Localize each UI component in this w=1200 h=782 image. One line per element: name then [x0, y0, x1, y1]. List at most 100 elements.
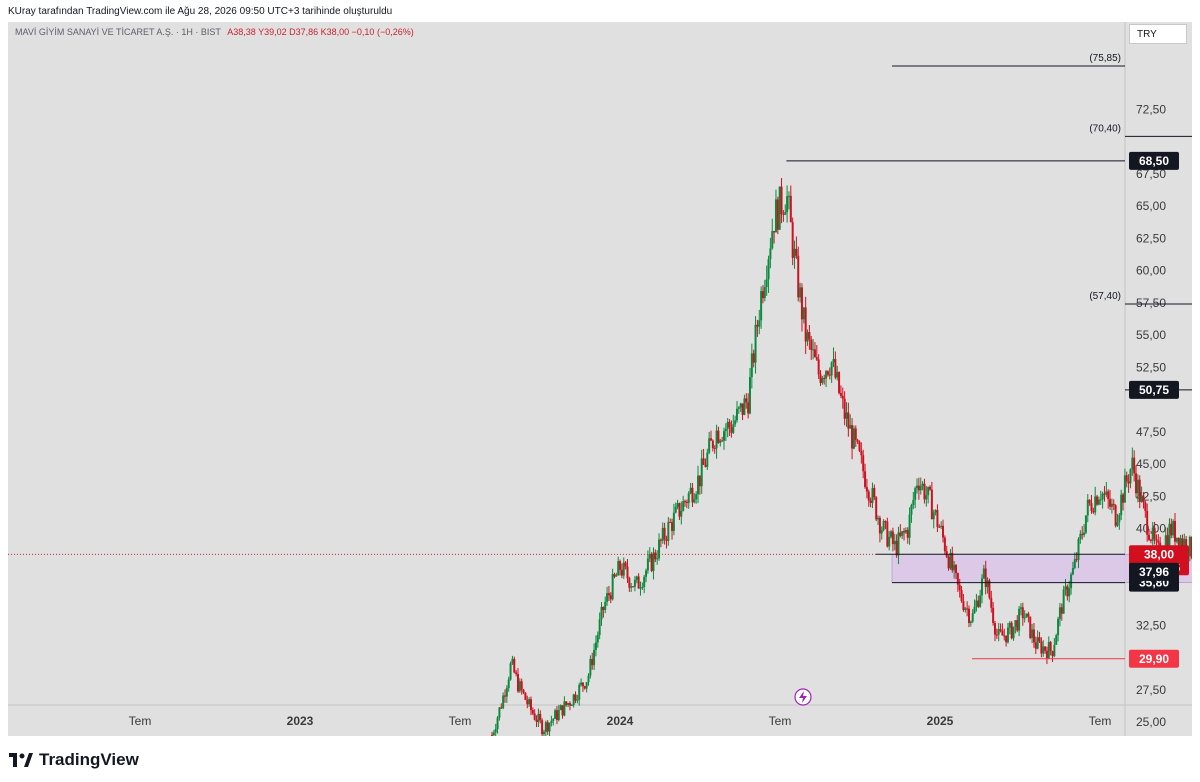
level-label: (75,85): [1089, 53, 1121, 64]
candle-body: [873, 487, 876, 498]
candle-body: [914, 488, 917, 500]
candle-body: [682, 501, 685, 511]
candle-body: [1101, 493, 1104, 500]
candle-body: [706, 452, 709, 467]
candle-body: [600, 606, 603, 620]
candle-body: [1045, 650, 1048, 659]
candle-body: [797, 255, 800, 298]
candle-body: [542, 732, 545, 735]
marker-badge-label: 37,96: [1139, 565, 1169, 579]
candle-body: [632, 586, 635, 588]
chart-canvas[interactable]: 25,0027,5032,5040,0042,5045,0047,5052,50…: [8, 22, 1192, 736]
candle-body: [576, 699, 579, 701]
candle-body: [645, 570, 648, 577]
candle-body: [745, 398, 748, 403]
candle-body: [737, 407, 740, 409]
candle-body: [763, 287, 766, 299]
candle-body: [607, 593, 610, 596]
candle-body: [826, 371, 829, 375]
candle-body: [784, 212, 787, 215]
candle-body: [1157, 540, 1160, 543]
candle-body: [1174, 521, 1177, 542]
candle-body: [765, 279, 768, 288]
candle-body: [1133, 457, 1136, 474]
candle-body: [624, 562, 627, 567]
candle-body: [1114, 505, 1117, 526]
candle-body: [669, 521, 672, 523]
candle-body: [769, 248, 772, 260]
candle-body: [1019, 607, 1022, 609]
candle-body: [806, 332, 809, 342]
candle-body: [684, 501, 687, 503]
candle-body: [719, 440, 722, 443]
candle-body: [901, 531, 904, 536]
candle-body: [838, 372, 841, 394]
candle-body: [1112, 503, 1115, 506]
candle-body: [815, 357, 818, 360]
candle-body: [555, 710, 558, 721]
candle-body: [808, 332, 811, 340]
candle-body: [535, 719, 538, 722]
candle-body: [1120, 494, 1123, 516]
tradingview-icon: [9, 753, 33, 767]
candle-body: [708, 438, 711, 453]
candle-body: [734, 420, 737, 425]
candle-body: [947, 556, 950, 569]
candle-body: [665, 539, 668, 541]
candle-body: [563, 701, 566, 716]
candle-body: [1040, 641, 1043, 654]
level-badge: [1129, 649, 1179, 668]
candle-body: [1131, 457, 1134, 470]
candle-body: [513, 658, 516, 673]
candle-body: [1044, 646, 1047, 651]
candle-body: [533, 713, 536, 720]
candle-body: [1122, 494, 1125, 503]
candle-body: [999, 629, 1002, 631]
candle-body: [568, 703, 571, 706]
candle-body: [799, 287, 802, 298]
candle-body: [511, 658, 514, 664]
candle-body: [971, 613, 974, 622]
candle-body: [574, 694, 577, 701]
candle-body: [1057, 618, 1060, 636]
candle-body: [992, 607, 995, 623]
candle-body: [1183, 539, 1186, 547]
chart-area[interactable]: 25,00 27,50 32,50 40,00 42,50 45,00 47,50 52,50…: [8, 22, 1192, 736]
footer: [0, 736, 1200, 782]
candle-body: [864, 471, 867, 488]
candle-body: [1094, 496, 1097, 513]
candle-body: [715, 430, 718, 449]
candle-body: [1109, 499, 1112, 507]
candle-body: [767, 259, 770, 280]
candle-body: [1105, 491, 1108, 495]
candle-body: [491, 734, 493, 736]
candle-body: [1084, 515, 1087, 533]
level-badge: [1129, 151, 1179, 170]
candle-body: [890, 531, 893, 537]
lightning-icon-bolt: [799, 691, 807, 703]
candle-body: [1153, 527, 1156, 540]
candle-body: [899, 532, 902, 536]
candle-body: [515, 672, 518, 675]
candle-body: [539, 713, 542, 721]
candle-body: [550, 720, 553, 723]
candle-body: [929, 486, 932, 490]
candle-body: [572, 694, 575, 706]
tradingview-logo[interactable]: TradingView: [9, 750, 139, 770]
candle-body: [949, 552, 952, 569]
y-tick-label: 65,00: [1136, 199, 1166, 213]
candle-body: [967, 608, 970, 623]
currency-selector[interactable]: TRY: [1129, 24, 1187, 44]
candle-body: [1047, 642, 1050, 659]
candle-body: [1125, 475, 1128, 482]
candle-body: [1012, 626, 1015, 639]
x-tick-label: Tem: [1089, 714, 1112, 728]
candle-body: [552, 718, 555, 721]
candle-body: [884, 521, 887, 523]
candle-body: [984, 568, 987, 588]
candle-body: [544, 722, 547, 733]
candle-body: [702, 458, 705, 465]
candle-body: [791, 222, 794, 258]
candle-body: [1010, 622, 1013, 639]
candle-body: [942, 525, 945, 538]
